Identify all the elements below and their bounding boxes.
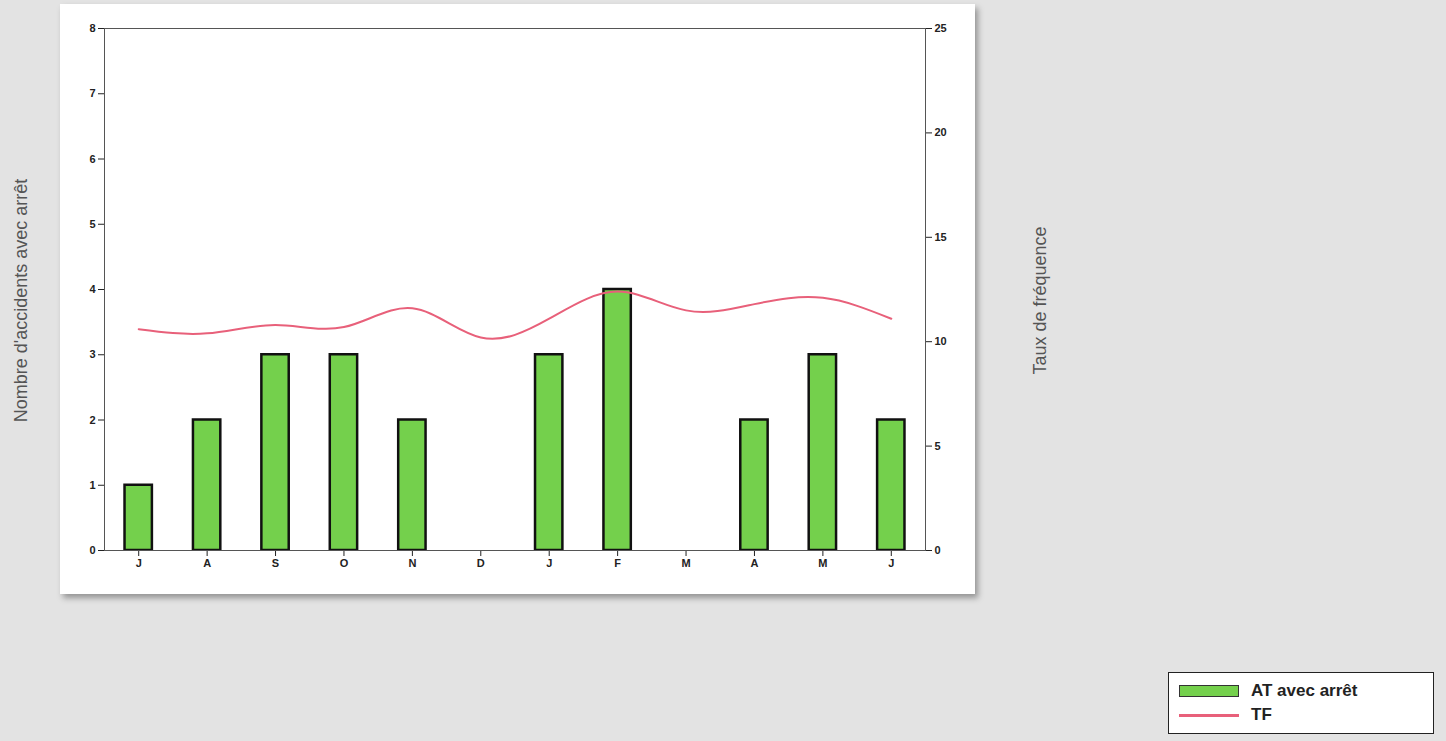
svg-text:A: A [750,557,758,569]
svg-text:3: 3 [89,348,95,360]
svg-text:5: 5 [935,440,941,452]
svg-text:M: M [681,557,690,569]
svg-text:J: J [888,557,894,569]
svg-text:N: N [408,557,416,569]
svg-text:M: M [818,557,827,569]
svg-text:F: F [614,557,621,569]
svg-text:1: 1 [89,479,95,491]
svg-text:O: O [340,557,349,569]
svg-text:A: A [203,557,211,569]
svg-text:0: 0 [935,544,941,556]
svg-text:4: 4 [89,283,96,295]
svg-text:D: D [477,557,485,569]
svg-text:10: 10 [935,335,947,347]
svg-text:25: 25 [935,22,947,34]
svg-text:5: 5 [89,218,95,230]
html-text:TF: TF [1251,705,1272,724]
svg-text:S: S [272,557,279,569]
svg-text:7: 7 [89,87,95,99]
html-text:Nombre d'accidents avec arrêt: Nombre d'accidents avec arrêt [11,178,32,422]
svg-text:J: J [546,557,552,569]
svg-text:20: 20 [935,126,947,138]
svg-text:6: 6 [89,153,95,165]
svg-text:8: 8 [89,22,95,34]
html-text:AT avec arrêt: AT avec arrêt [1251,681,1358,700]
svg-text:2: 2 [89,414,95,426]
svg-text:J: J [136,557,142,569]
svg-text:15: 15 [935,231,947,243]
html-text:Taux de fréquence: Taux de fréquence [1029,225,1050,375]
svg-text:0: 0 [89,544,95,556]
